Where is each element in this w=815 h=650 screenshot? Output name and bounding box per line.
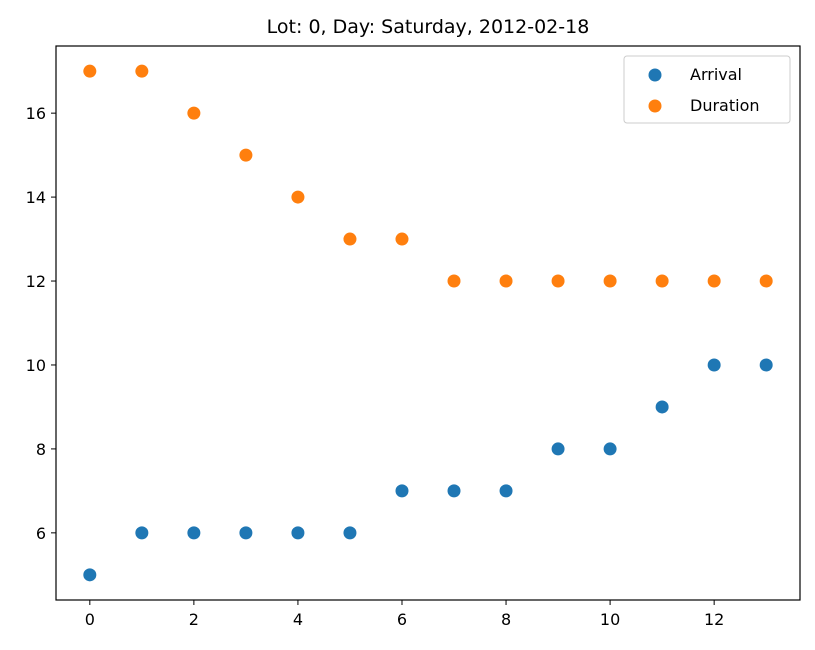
y-tick-label: 10 (26, 356, 46, 375)
arrival-point (343, 526, 357, 540)
legend-label: Arrival (690, 65, 742, 84)
arrival-point (239, 526, 253, 540)
arrival-point (187, 526, 201, 540)
arrival-point (135, 526, 149, 540)
legend-box (623, 55, 791, 124)
x-tick-label: 8 (501, 610, 511, 629)
arrival-point (655, 400, 669, 414)
duration-point (603, 274, 617, 288)
arrival-point (499, 484, 513, 498)
x-tick-label: 4 (293, 610, 303, 629)
arrival-point (395, 484, 409, 498)
arrival-point (759, 358, 773, 372)
duration-point (707, 274, 721, 288)
y-tick-label: 6 (36, 524, 46, 543)
duration-point (239, 148, 253, 162)
y-axis: 6 8 10 12 14 16 (26, 104, 56, 543)
y-tick-label: 8 (36, 440, 46, 459)
legend-label: Duration (690, 96, 760, 115)
duration-point (187, 106, 201, 120)
x-tick-label: 12 (704, 610, 724, 629)
y-tick-label: 12 (26, 272, 46, 291)
duration-point (83, 64, 97, 78)
x-tick-label: 6 (397, 610, 407, 629)
x-tick-label: 10 (600, 610, 620, 629)
arrival-point (603, 442, 617, 456)
duration-point (655, 274, 669, 288)
y-tick-label: 14 (26, 188, 46, 207)
plot-frame (55, 45, 801, 601)
arrival-point (551, 442, 565, 456)
duration-point (551, 274, 565, 288)
duration-legend-marker (648, 99, 662, 113)
duration-point (447, 274, 461, 288)
duration-point (499, 274, 513, 288)
arrival-point (83, 568, 97, 582)
x-tick-label: 0 (85, 610, 95, 629)
x-axis: 0 2 4 6 8 10 12 (85, 600, 724, 629)
duration-point (291, 190, 305, 204)
duration-point (343, 232, 357, 246)
arrival-legend-marker (648, 68, 662, 82)
data-points (83, 64, 773, 582)
duration-point (759, 274, 773, 288)
x-tick-label: 2 (189, 610, 199, 629)
duration-point (135, 64, 149, 78)
y-tick-label: 16 (26, 104, 46, 123)
arrival-point (291, 526, 305, 540)
arrival-point (707, 358, 721, 372)
chart-title: Lot: 0, Day: Saturday, 2012-02-18 (267, 16, 590, 38)
legend: Arrival Duration (623, 55, 791, 124)
arrival-point (447, 484, 461, 498)
duration-point (395, 232, 409, 246)
